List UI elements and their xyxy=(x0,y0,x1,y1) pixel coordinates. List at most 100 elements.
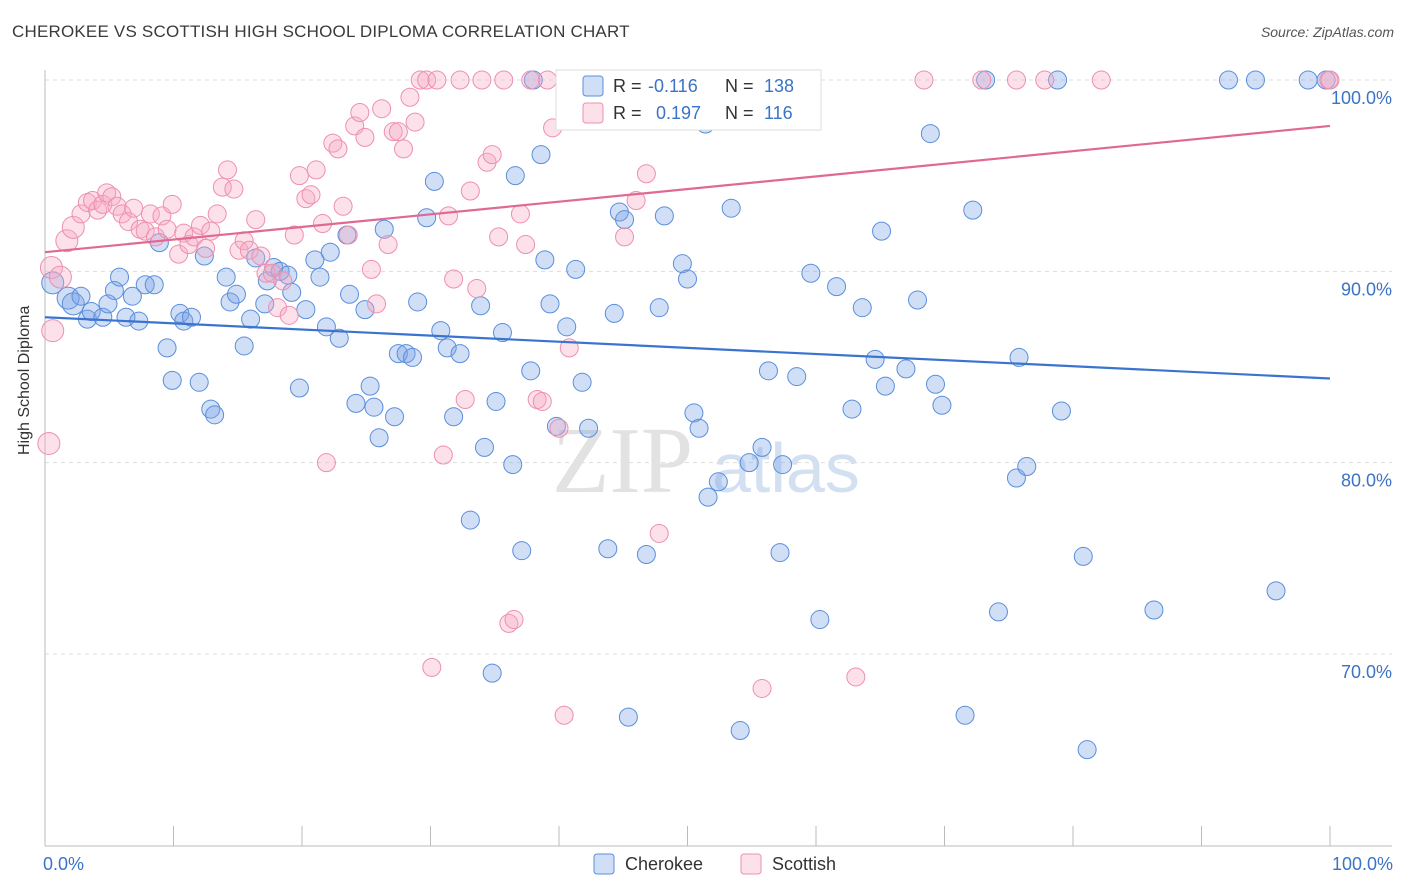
cherokee-point xyxy=(71,286,91,306)
cherokee-point xyxy=(1051,401,1071,421)
scottish-point xyxy=(102,187,122,207)
cherokee-point xyxy=(320,242,340,262)
scottish-point xyxy=(460,181,480,201)
cherokee-point xyxy=(1009,347,1029,367)
scottish-point xyxy=(361,259,381,279)
watermark-zip: ZIP xyxy=(552,409,693,513)
scottish-point xyxy=(190,215,210,235)
scottish-point xyxy=(1091,70,1111,90)
scottish-point xyxy=(972,70,992,90)
scottish-point xyxy=(217,160,237,180)
y-tick-label: 80.0% xyxy=(1341,471,1392,491)
cherokee-point xyxy=(865,349,885,369)
scottish-point xyxy=(262,263,282,283)
cherokee-point xyxy=(566,259,586,279)
legend-cherokee-swatch xyxy=(593,853,615,875)
cherokee-point xyxy=(579,418,599,438)
scottish-point xyxy=(301,185,321,205)
chart-title: CHEROKEE VS SCOTTISH HIGH SCHOOL DIPLOMA… xyxy=(12,22,630,41)
cherokee-point xyxy=(758,361,778,381)
cherokee-point xyxy=(505,166,525,186)
scottish-point xyxy=(417,70,437,90)
scottish-point xyxy=(284,225,304,245)
cherokee-point xyxy=(329,328,349,348)
cherokee-point xyxy=(122,286,142,306)
cherokee-point xyxy=(460,510,480,530)
cherokee-point xyxy=(512,541,532,561)
scottish-point xyxy=(37,432,61,456)
watermark: ZIP atlas xyxy=(552,409,860,513)
scottish-point xyxy=(306,160,326,180)
cherokee-point xyxy=(896,359,916,379)
cherokee-point xyxy=(364,397,384,417)
scottish-point xyxy=(400,87,420,107)
scottish-point xyxy=(649,523,669,543)
cherokee-n-value: 138 xyxy=(764,76,794,96)
cherokee-point xyxy=(908,290,928,310)
cherokee-point xyxy=(618,707,638,727)
scottish-point xyxy=(157,219,177,239)
scottish-point xyxy=(355,127,375,147)
cherokee-point xyxy=(220,292,240,312)
cherokee-point xyxy=(730,721,750,741)
cherokee-point xyxy=(162,370,182,390)
scottish-point xyxy=(268,298,288,318)
cherokee-point xyxy=(739,453,759,473)
scottish-point xyxy=(846,667,866,687)
cherokee-point xyxy=(1245,70,1265,90)
scottish-point xyxy=(224,179,244,199)
scottish-point xyxy=(279,305,299,325)
scottish-point xyxy=(537,70,557,90)
scottish-point xyxy=(333,196,353,216)
cherokee-point xyxy=(340,284,360,304)
scottish-point xyxy=(383,122,403,142)
cherokee-n-label: N = xyxy=(725,76,754,96)
cherokee-point xyxy=(444,407,464,427)
x-tick-label-min: 0.0% xyxy=(43,854,84,874)
scottish-point xyxy=(316,453,336,473)
cherokee-r-label: R = xyxy=(613,76,642,96)
scottish-r-value: 0.197 xyxy=(656,103,701,123)
cherokee-point xyxy=(110,267,130,287)
scottish-swatch xyxy=(582,102,604,124)
scottish-point xyxy=(450,70,470,90)
gridlines xyxy=(45,79,1392,655)
cherokee-point xyxy=(773,455,793,475)
watermark-atlas: atlas xyxy=(712,429,860,507)
cherokee-point xyxy=(1017,456,1037,476)
scottish-point xyxy=(554,705,574,725)
cherokee-point xyxy=(205,405,225,425)
cherokee-trend-line xyxy=(44,316,1331,380)
scottish-point xyxy=(55,229,79,253)
scottish-point xyxy=(41,319,65,343)
data-points xyxy=(37,70,1340,760)
scottish-point xyxy=(251,246,271,266)
cherokee-point xyxy=(557,317,577,337)
scottish-point xyxy=(1006,70,1026,90)
cherokee-point xyxy=(708,472,728,492)
cherokee-point xyxy=(604,303,624,323)
cherokee-point xyxy=(875,376,895,396)
scottish-point xyxy=(427,70,447,90)
legend-scottish-swatch xyxy=(740,853,762,875)
scottish-point xyxy=(378,235,398,255)
scottish-point xyxy=(752,678,772,698)
scottish-point xyxy=(323,133,343,153)
cherokee-point xyxy=(201,399,221,419)
scottish-point xyxy=(328,139,348,159)
cherokee-point xyxy=(827,277,847,297)
cherokee-point xyxy=(872,221,892,241)
scottish-point xyxy=(48,265,72,289)
cherokee-point xyxy=(374,219,394,239)
scottish-point xyxy=(467,279,487,299)
scottish-point xyxy=(196,238,216,258)
scottish-point xyxy=(422,657,442,677)
scottish-point xyxy=(289,166,309,186)
scottish-point xyxy=(246,210,266,230)
scottish-point xyxy=(455,390,475,410)
scottish-point xyxy=(1035,70,1055,90)
cherokee-point xyxy=(842,399,862,419)
cherokee-point xyxy=(678,269,697,289)
cherokee-point xyxy=(920,124,940,144)
scottish-point xyxy=(494,70,514,90)
